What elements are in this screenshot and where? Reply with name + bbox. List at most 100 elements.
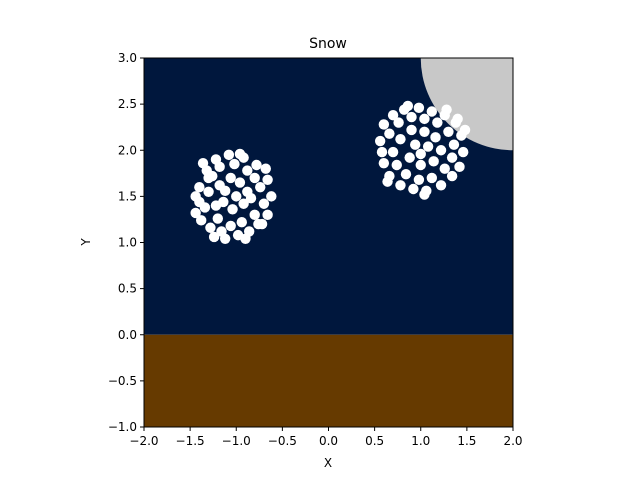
y-tick-label: −1.0 [108,420,137,434]
snow-point-1 [253,218,264,230]
x-tick-label: 2.0 [503,434,522,448]
snow-point-2 [435,180,447,191]
snow-point-2 [448,139,460,150]
snow-point-1 [251,159,262,171]
snow-point-2 [446,152,458,163]
snow-point-1 [225,220,236,232]
snow-point-2 [376,146,388,158]
moon [420,58,513,151]
snow-point-2 [439,163,450,174]
x-tick-label: −1.5 [176,434,205,448]
y-tick-label: −0.5 [108,374,137,388]
y-tick-label: 0.5 [118,282,137,296]
y-tick-label: 1.0 [118,236,137,250]
snow-point-2 [408,183,419,195]
snow-point-1 [194,181,205,193]
snow-point-2 [413,102,425,114]
snow-point-2 [391,159,402,171]
snow-point-2 [446,170,458,182]
snow-point-2 [384,128,395,139]
snow-point-1 [207,170,218,182]
snow-point-2 [454,161,465,173]
snow-point-1 [242,165,253,176]
x-tick-label: 1.5 [457,434,476,448]
snow-point-1 [245,193,257,204]
snow-point-1 [231,191,242,202]
x-tick-label: −1.0 [222,434,251,448]
snow-point-1 [223,149,235,161]
snow-point-2 [426,106,438,117]
snow-point-2 [426,172,438,184]
snow-point-1 [260,163,271,174]
snow-point-2 [430,132,441,143]
snow-point-2 [452,113,463,125]
snow-point-1 [249,172,260,184]
x-tick-label: 1.0 [411,434,430,448]
snow-point-2 [404,152,415,163]
x-tick-label: 0.0 [319,434,338,448]
snow-point-2 [378,119,390,130]
snow-point-1 [205,222,216,233]
snow-point-1 [229,158,240,170]
snow-point-2 [387,109,399,121]
snow-point-1 [225,172,236,184]
snow-point-1 [219,185,231,197]
snow-point-2 [374,135,386,147]
snow-point-1 [197,157,209,169]
snow-point-2 [406,124,417,136]
y-tick-label: 0.0 [118,328,137,342]
y-tick-label: 3.0 [118,51,137,65]
snow-point-1 [258,198,270,209]
x-tick-label: −2.0 [129,434,158,448]
snow-point-2 [387,146,399,158]
snow-point-2 [428,156,439,167]
snow-point-1 [214,161,225,173]
snow-point-2 [402,100,414,112]
x-tick-label: −0.5 [268,434,297,448]
chart-title: Snow [309,36,347,52]
snow-point-1 [212,213,223,224]
y-axis: −1.0 −0.5 0.0 0.5 1.0 1.5 2.0 2.5 3.0 [108,51,144,434]
snow-point-2 [415,159,426,171]
snow-point-1 [236,217,247,228]
snow-point-2 [419,189,430,200]
snow-point-1 [234,177,246,188]
snow-point-1 [216,226,227,237]
snow-point-2 [406,111,417,123]
ground-region [144,334,513,427]
snow-point-2 [422,141,434,152]
snow-point-2 [419,126,430,137]
snow-point-2 [459,124,471,136]
snow-points [190,100,471,245]
snow-point-2 [419,113,430,125]
x-tick-label: 0.5 [365,434,384,448]
snow-point-1 [210,200,222,211]
y-tick-label: 1.5 [118,189,137,203]
snow-point-1 [262,174,273,185]
snow-point-2 [457,146,469,158]
snow-point-2 [432,117,443,128]
y-tick-label: 2.5 [118,97,137,111]
snow-point-2 [415,148,426,160]
snow-point-2 [395,180,406,191]
snow-point-2 [378,157,390,169]
snow-point-2 [435,145,447,156]
x-axis: −2.0 −1.5 −1.0 −0.5 0.0 0.5 1.0 1.5 2.0 [129,427,523,448]
snow-point-1 [190,207,201,219]
snow-point-1 [262,209,273,221]
snow-point-2 [393,117,404,128]
snow-point-1 [266,191,277,202]
y-tick-label: 2.0 [118,143,137,157]
y-axis-label: Y [79,238,93,247]
snow-point-2 [410,139,421,150]
snow-point-2 [441,104,452,115]
snow-point-1 [255,181,266,193]
snow-point-1 [208,231,220,243]
snow-point-1 [238,198,249,209]
snow-point-1 [227,204,238,215]
snow-point-1 [249,209,260,221]
snow-point-1 [234,148,246,160]
snow-point-1 [240,233,251,245]
snow-point-1 [195,215,207,226]
